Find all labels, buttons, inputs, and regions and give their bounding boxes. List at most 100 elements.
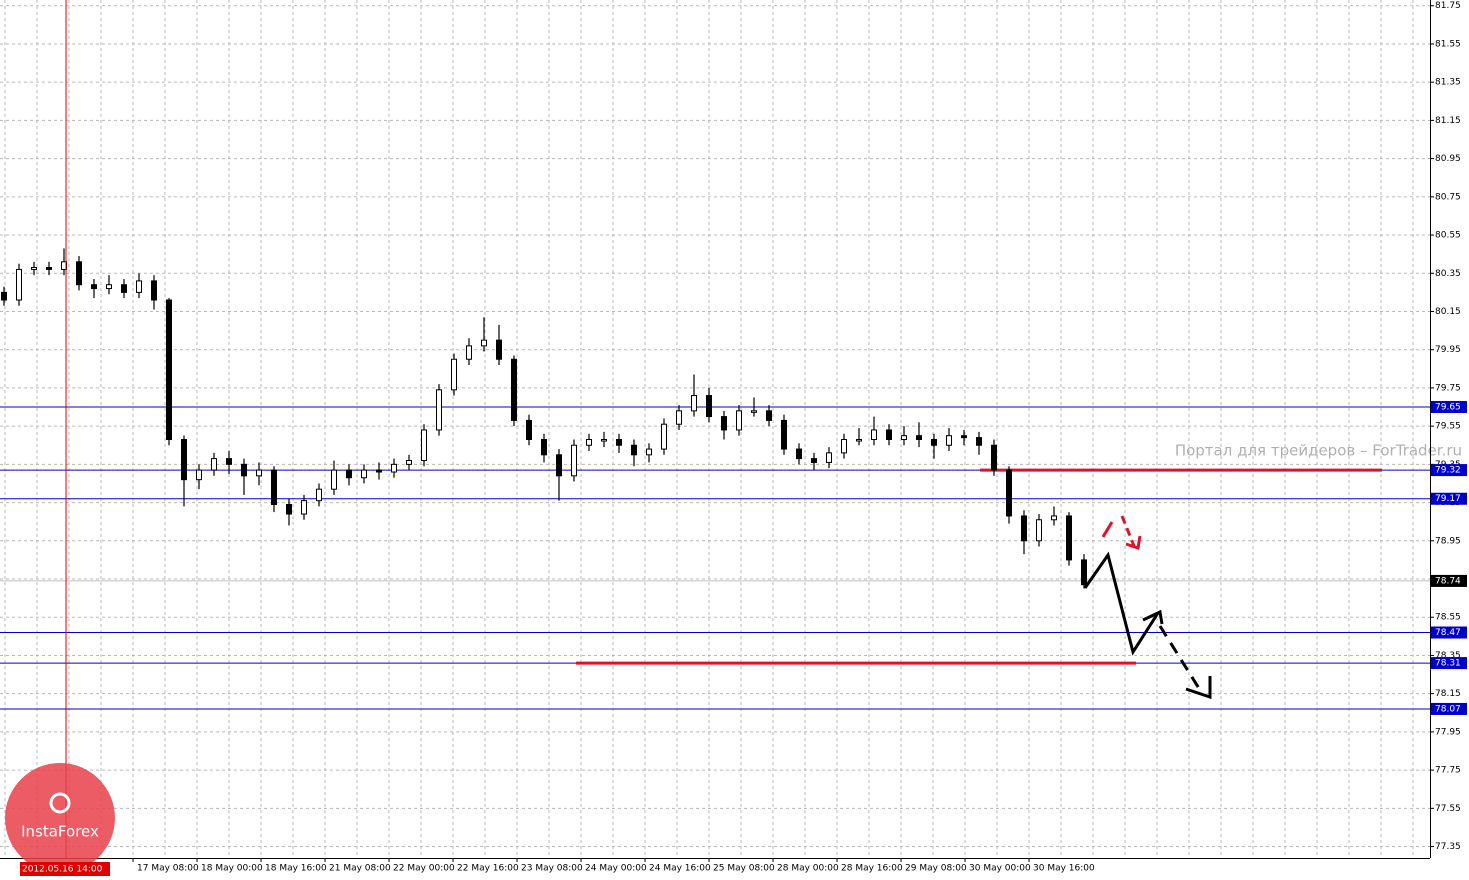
arrow-head [1142, 609, 1164, 625]
candle-body [436, 389, 442, 431]
level-label-bg [1431, 401, 1467, 414]
x-tick-label: 24 May 16:00 [649, 864, 711, 874]
x-tick-label: 23 May 08:00 [521, 864, 583, 874]
candle-body [181, 439, 187, 481]
x-tick-label: 29 May 08:00 [905, 864, 967, 874]
y-tick-label: 80.55 [1435, 231, 1461, 241]
y-tick-label: 80.95 [1435, 154, 1461, 164]
x-tick-label: 30 May 16:00 [1033, 864, 1095, 874]
forecast-path [1083, 551, 1160, 656]
y-tick-label: 81.35 [1435, 78, 1461, 88]
candle-body [1021, 515, 1027, 542]
candle-body [91, 284, 97, 290]
y-tick-label: 78.95 [1435, 536, 1461, 546]
x-tick-label: 30 May 00:00 [969, 864, 1031, 874]
candle-body [226, 458, 232, 465]
candle-body [286, 503, 292, 515]
watermark: Портал для трейдеров – ForTrader.ru [1175, 442, 1462, 460]
candle-body [901, 435, 907, 441]
y-tick-label: 78.15 [1435, 689, 1461, 699]
y-tick-label: 77.95 [1435, 727, 1461, 737]
x-tick-label: 17 May 08:00 [137, 864, 199, 874]
candle-body [931, 439, 937, 446]
candle-body [526, 419, 532, 441]
level-label-bg [1431, 574, 1467, 587]
y-tick-label: 79.75 [1435, 383, 1461, 393]
candle-body [571, 444, 577, 477]
y-tick-label: 79.55 [1435, 422, 1461, 432]
level-label: 79.17 [1435, 494, 1461, 504]
y-tick-label: 77.35 [1435, 842, 1461, 852]
candle-body [556, 454, 562, 477]
candle-body [631, 444, 637, 456]
candle-body [16, 268, 22, 301]
x-tick-label: 24 May 00:00 [585, 864, 647, 874]
y-tick-label: 78.35 [1435, 651, 1461, 661]
cursor-label-bg [20, 862, 110, 876]
candle-body [811, 458, 817, 463]
candle-body [31, 267, 37, 270]
alt-arrow [1101, 521, 1114, 538]
level-label: 79.65 [1435, 403, 1461, 413]
candle-body [271, 469, 277, 505]
candle-body [1006, 469, 1012, 517]
forecast-arrows [1083, 515, 1212, 700]
candle-body [856, 439, 862, 442]
arrow-head [1125, 535, 1142, 550]
y-tick-label: 81.75 [1435, 1, 1461, 11]
level-label-bg [1431, 657, 1467, 670]
candle-body [616, 439, 622, 446]
plot [0, 248, 1430, 710]
candle-body [586, 439, 592, 446]
price-axis-line [1430, 0, 1431, 858]
level-label: 78.31 [1435, 659, 1461, 669]
arrow-head [1185, 676, 1212, 700]
y-tick-label: 81.15 [1435, 116, 1461, 126]
candle-body [841, 439, 847, 454]
candle-body [691, 395, 697, 412]
x-tick-label: 25 May 08:00 [713, 864, 775, 874]
y-tick-label: 77.55 [1435, 804, 1461, 814]
grid [0, 0, 1430, 858]
candle-body [916, 435, 922, 441]
candle-body [706, 395, 712, 418]
candle-body [466, 345, 472, 360]
y-tick-label: 80.15 [1435, 307, 1461, 317]
candle-body [76, 261, 82, 286]
candle-body [751, 410, 757, 413]
x-tick-label: 22 May 00:00 [393, 864, 455, 874]
level-label: 78.47 [1435, 628, 1461, 638]
candle-body [496, 339, 502, 360]
candle-body [241, 463, 247, 477]
level-label: 79.32 [1435, 466, 1461, 476]
candle-body [421, 429, 427, 462]
candle-body [256, 469, 262, 477]
candle-body [826, 452, 832, 463]
y-tick-label: 81.55 [1435, 39, 1461, 49]
candle-body [406, 460, 412, 465]
candle-body [481, 339, 487, 347]
x-tick-label: 21 May 08:00 [329, 864, 391, 874]
candle-body [361, 469, 367, 479]
candle-body [601, 439, 607, 442]
logo: InstaForex [5, 763, 115, 873]
alt-arrow [1120, 515, 1136, 547]
candle-body [211, 458, 217, 471]
candle-body [1081, 559, 1087, 586]
candle-body [151, 280, 157, 301]
y-tick-label: 80.75 [1435, 192, 1461, 202]
y-tick-label: 78.55 [1435, 613, 1461, 623]
candle-body [976, 437, 982, 446]
time-axis-line [0, 858, 1430, 859]
candle-body [661, 423, 667, 450]
candle-body [766, 410, 772, 421]
logo-icon [49, 792, 71, 814]
candle-body [1051, 515, 1057, 521]
level-label-bg [1431, 464, 1467, 477]
logo-text: InstaForex [21, 823, 99, 841]
candle-body [946, 435, 952, 446]
y-tick-label: 77.75 [1435, 766, 1461, 776]
candle-body [121, 284, 127, 293]
